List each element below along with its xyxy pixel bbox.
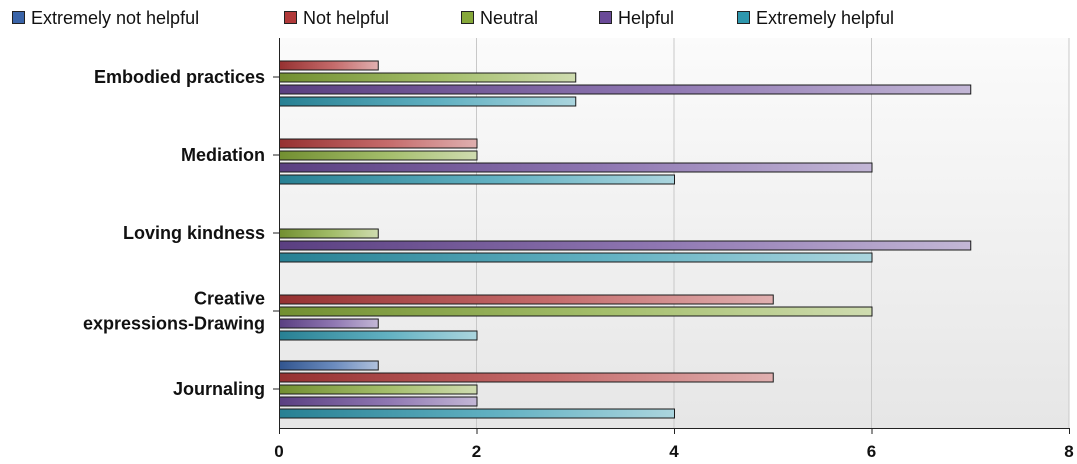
legend-label: Neutral (480, 8, 538, 28)
bar-creative-expressions-drawing-helpful (279, 318, 379, 329)
x-tick-label: 8 (1064, 442, 1073, 461)
bar-journaling-helpful (279, 396, 478, 407)
x-tick-label: 2 (472, 442, 481, 461)
bar-creative-expressions-drawing-extremely-helpful (279, 330, 478, 341)
category-label-creative-expressions-drawing: Creative expressions-Drawing (83, 289, 265, 334)
category-label-loving-kindness: Loving kindness (123, 223, 265, 243)
bar-embodied-practices-not-helpful (279, 60, 379, 71)
legend-swatch (461, 11, 474, 24)
legend-swatch (599, 11, 612, 24)
legend-swatch (284, 11, 297, 24)
legend-item-not-helpful: Not helpful (284, 8, 389, 28)
legend-label: Helpful (618, 8, 674, 28)
legend-label: Extremely helpful (756, 8, 894, 28)
bar-loving-kindness-extremely-helpful (279, 252, 873, 263)
bar-journaling-extremely-not-helpful (279, 360, 379, 371)
legend-item-neutral: Neutral (461, 8, 538, 28)
category-label-journaling: Journaling (173, 379, 265, 399)
bar-loving-kindness-helpful (279, 240, 972, 251)
legend-swatch (12, 11, 25, 24)
x-tick-label: 0 (274, 442, 283, 461)
x-tick-label: 6 (867, 442, 876, 461)
bar-journaling-extremely-helpful (279, 408, 675, 419)
axes (273, 38, 1070, 434)
x-tick-labels: 0 2 4 6 8 (274, 442, 1073, 461)
bar-embodied-practices-helpful (279, 84, 972, 95)
legend: Extremely not helpful Not helpful Neutral H… (12, 8, 894, 28)
bar-creative-expressions-drawing-neutral (279, 306, 873, 317)
bar-mediation-helpful (279, 162, 873, 173)
legend-item-extremely-helpful: Extremely helpful (737, 8, 894, 28)
bar-creative-expressions-drawing-not-helpful (279, 294, 774, 305)
legend-swatch (737, 11, 750, 24)
category-label-mediation: Mediation (181, 145, 265, 165)
category-labels: Embodied practices Mediation Loving kindne… (83, 67, 265, 399)
legend-item-helpful: Helpful (599, 8, 674, 28)
bar-loving-kindness-neutral (279, 228, 379, 239)
bar-embodied-practices-neutral (279, 72, 577, 83)
bar-journaling-not-helpful (279, 372, 774, 383)
legend-label: Extremely not helpful (31, 8, 199, 28)
bar-mediation-not-helpful (279, 138, 478, 149)
legend-label: Not helpful (303, 8, 389, 28)
category-label-embodied-practices: Embodied practices (94, 67, 265, 87)
bar-journaling-neutral (279, 384, 478, 395)
bar-mediation-extremely-helpful (279, 174, 675, 185)
x-tick-label: 4 (669, 442, 679, 461)
bar-mediation-neutral (279, 150, 478, 161)
bar-embodied-practices-extremely-helpful (279, 96, 577, 107)
legend-item-extremely-not-helpful: Extremely not helpful (12, 8, 199, 28)
